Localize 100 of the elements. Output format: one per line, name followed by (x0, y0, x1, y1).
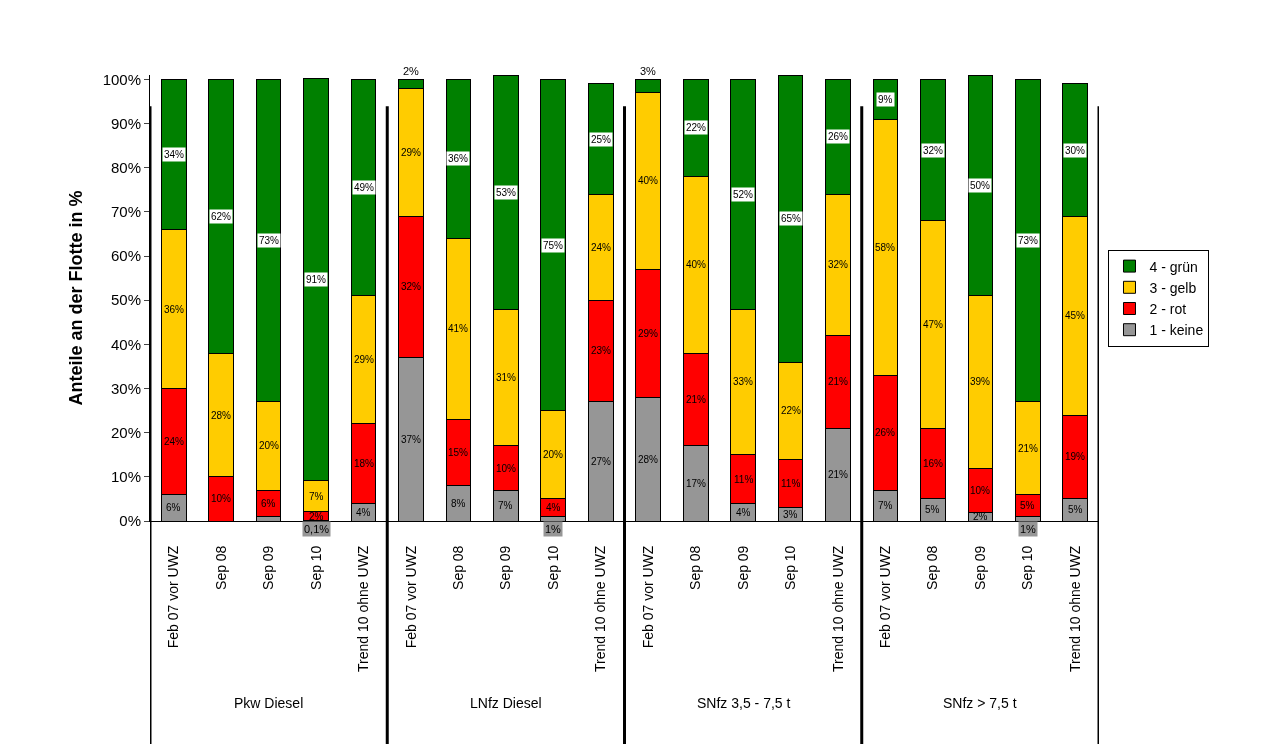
data-label: 49% (354, 182, 375, 193)
data-label: 10% (970, 485, 991, 496)
y-tick-label: 50% (110, 291, 141, 309)
data-label: 3% (640, 65, 657, 77)
x-tick-label: Trend 10 ohne UWZ (1066, 545, 1083, 672)
data-label: 5% (1068, 504, 1083, 515)
y-tick-label: 90% (110, 114, 141, 132)
y-tick-label: 0% (119, 512, 141, 530)
data-label: 52% (733, 189, 754, 200)
text: SNfz > 7,5 t (943, 695, 1017, 711)
legend-label: 4 - grün (1149, 258, 1198, 275)
data-label: 32% (828, 259, 849, 270)
x-tick-label: Trend 10 ohne UWZ (355, 545, 372, 672)
data-label: 65% (781, 213, 802, 224)
data-label: 32% (923, 145, 944, 156)
data-label: 29% (638, 328, 659, 339)
data-label: 21% (686, 394, 707, 405)
x-tick-label: Feb 07 vor UWZ (165, 545, 182, 649)
x-tick-label: Sep 08 (212, 545, 229, 590)
legend-label: 2 - rot (1149, 300, 1187, 317)
data-label: 26% (875, 427, 896, 438)
data-label: 50% (970, 180, 991, 191)
x-tick-label: Feb 07 vor UWZ (877, 545, 894, 649)
data-label: 4% (356, 507, 371, 518)
legend-label: 1 - keine (1149, 322, 1204, 339)
x-tick-label: Sep 10 (1019, 545, 1036, 590)
data-label: 7% (309, 491, 324, 502)
data-label: 45% (1065, 310, 1086, 321)
x-tick-label: Sep 10 (544, 545, 561, 590)
x-tick-label: Sep 10 (307, 545, 324, 590)
data-label: 29% (401, 147, 422, 158)
data-label: 2% (403, 65, 420, 77)
data-label: 18% (354, 458, 375, 469)
y-axis-title: Anteile an der Flotte in % (65, 190, 86, 406)
x-tick-label: Sep 10 (782, 545, 799, 590)
x-tick-label: Sep 09 (971, 545, 988, 590)
x-tick-label: Sep 08 (924, 545, 941, 590)
text: LNfz Diesel (470, 695, 542, 711)
data-label: 32% (401, 281, 422, 292)
data-label: 6% (166, 502, 181, 513)
data-label: 37% (401, 434, 422, 445)
data-label: 2% (309, 511, 324, 522)
x-tick-label: Feb 07 vor UWZ (402, 545, 419, 649)
x-tick-label: Sep 09 (260, 545, 277, 590)
data-label: 20% (543, 449, 564, 460)
x-tick-label: Trend 10 ohne UWZ (829, 545, 846, 672)
data-label: 5% (925, 504, 940, 515)
y-tick-label: 10% (110, 468, 141, 486)
data-label: 8% (451, 498, 466, 509)
x-tick-label: Feb 07 vor UWZ (639, 545, 656, 649)
data-label: 10% (496, 463, 517, 474)
data-label: 11% (781, 478, 801, 489)
data-label: 15% (448, 447, 469, 458)
y-tick-label: 80% (110, 158, 141, 176)
data-label: 24% (591, 242, 612, 253)
data-label: 21% (828, 376, 849, 387)
data-label: 73% (1018, 235, 1039, 246)
data-label: 31% (496, 372, 517, 383)
x-tick-label: Sep 08 (449, 545, 466, 590)
data-label: 28% (211, 410, 232, 421)
data-label: 28% (638, 454, 659, 465)
data-label: 41% (448, 323, 469, 334)
data-label: 29% (354, 354, 375, 365)
text: SNfz 3,5 - 7,5 t (697, 695, 791, 711)
text: Pkw Diesel (234, 695, 304, 711)
data-label: 36% (164, 304, 185, 315)
y-tick-label: 20% (110, 423, 141, 441)
data-label: 91% (306, 274, 327, 285)
x-tick-label: Sep 09 (734, 545, 751, 590)
data-label: 34% (164, 149, 185, 160)
data-label: 4% (736, 507, 751, 518)
data-label: 21% (828, 469, 849, 480)
data-label: 22% (781, 405, 802, 416)
data-label: 27% (591, 456, 612, 467)
legend-label: 3 - gelb (1149, 279, 1197, 296)
data-label: 19% (1065, 451, 1086, 462)
data-label: 17% (686, 478, 707, 489)
data-label: 7% (878, 500, 893, 511)
y-tick-label: 30% (110, 379, 141, 397)
data-label: 24% (164, 436, 185, 447)
data-label: 30% (1065, 145, 1086, 156)
data-label: 23% (591, 345, 612, 356)
data-label: 58% (875, 242, 896, 253)
data-label: 22% (686, 122, 707, 133)
x-tick-label: Trend 10 ohne UWZ (592, 545, 609, 672)
data-label: 47% (923, 319, 944, 330)
data-label: 7% (498, 500, 513, 511)
data-label: 16% (923, 458, 944, 469)
data-label: 21% (1018, 443, 1039, 454)
data-label: 53% (496, 187, 517, 198)
y-tick-label: 100% (102, 70, 141, 88)
y-tick-label: 60% (110, 247, 141, 265)
data-label: 62% (211, 211, 232, 222)
x-tick-label: Sep 08 (687, 545, 704, 590)
data-label: 40% (686, 259, 707, 270)
data-label: 20% (259, 440, 280, 451)
data-label: 0,1% (304, 523, 330, 535)
data-label: 6% (261, 498, 276, 509)
data-label: 1% (1020, 523, 1037, 535)
data-label: 5% (1020, 500, 1035, 511)
